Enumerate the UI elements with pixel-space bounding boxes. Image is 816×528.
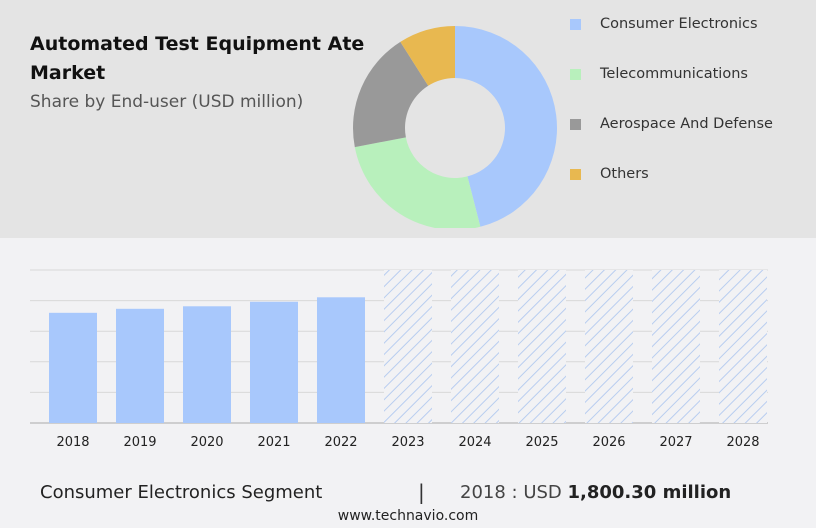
legend-item: Aerospace And Defense [570, 116, 773, 132]
separator: | [418, 480, 425, 504]
forecast-bar [719, 270, 767, 423]
donut-slice-1 [354, 137, 481, 228]
value-prefix: 2018 : USD [460, 482, 568, 503]
bar [183, 306, 231, 423]
bar [317, 297, 365, 423]
bar [116, 308, 164, 423]
donut-slice-3 [400, 26, 455, 86]
page-title: Automated Test Equipment Ate Market [30, 33, 365, 84]
segment-label: Consumer Electronics Segment [40, 482, 323, 503]
donut-chart [353, 26, 558, 228]
page-subtitle: Share by End-user (USD million) [30, 92, 304, 112]
x-tick-label: 2018 [56, 435, 89, 450]
legend-item: Consumer Electronics [570, 16, 758, 32]
legend-item: Others [570, 166, 649, 182]
x-tick-label: 2026 [592, 435, 625, 450]
donut-slice-2 [353, 41, 429, 148]
legend-label: Others [600, 166, 649, 182]
legend-label: Aerospace And Defense [600, 116, 773, 132]
x-tick-label: 2021 [257, 435, 290, 450]
donut-slice-0 [455, 26, 558, 227]
bar [250, 301, 298, 423]
legend-swatch [570, 68, 581, 80]
x-tick-label: 2022 [324, 435, 357, 450]
forecast-bar [451, 270, 499, 423]
legend-label: Telecommunications [600, 66, 748, 82]
x-tick-label: 2019 [123, 435, 156, 450]
legend-label: Consumer Electronics [600, 16, 758, 32]
x-tick-label: 2025 [525, 435, 558, 450]
forecast-bar [518, 270, 566, 423]
legend-item: Telecommunications [570, 66, 748, 82]
value-amount: 1,800.30 million [567, 482, 732, 503]
bar [49, 312, 97, 423]
legend-swatch [570, 118, 581, 130]
forecast-bar [652, 270, 700, 423]
forecast-bar [384, 270, 432, 423]
x-tick-label: 2028 [726, 435, 759, 450]
legend-swatch [570, 18, 581, 30]
website: www.technavio.com [337, 508, 479, 524]
legend-swatch [570, 168, 581, 180]
x-tick-label: 2027 [659, 435, 692, 450]
x-tick-label: 2020 [190, 435, 223, 450]
bar-chart: 2018 2019 2020 2021 2022 2023 2024 2025 2026 2027… [30, 269, 768, 450]
x-tick-label: 2023 [391, 435, 424, 450]
segment-value: 2018 : USD 1,800.30 million [460, 482, 731, 503]
x-tick-label: 2024 [458, 435, 491, 450]
forecast-bar [585, 270, 633, 423]
